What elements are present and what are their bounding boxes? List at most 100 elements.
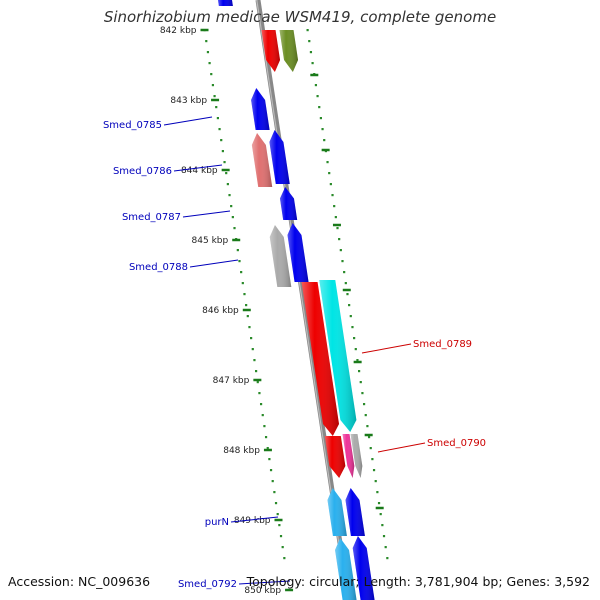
position-dot: [236, 249, 239, 252]
position-dot: [309, 51, 313, 54]
position-dot: [205, 40, 208, 43]
gene-arrow-shade: [319, 280, 357, 432]
position-dot: [306, 29, 309, 32]
gene-arrow-shade: [217, 0, 233, 6]
map-title: Sinorhizobium medicae WSM419, complete g…: [103, 8, 497, 26]
position-dot: [208, 62, 211, 65]
gene-label[interactable]: purN: [205, 517, 229, 528]
position-dot: [213, 95, 216, 98]
gene-smed-0789-cyan[interactable]: [319, 280, 357, 432]
gene-smed-0785[interactable]: [251, 88, 270, 130]
position-dot: [261, 414, 264, 417]
position-dot: [314, 84, 318, 87]
position-dot: [349, 315, 352, 318]
gene-smed-0790-magenta[interactable]: [342, 434, 355, 478]
kbp-label: 842 kbp: [160, 26, 197, 36]
gene-purn-blue[interactable]: [345, 488, 365, 536]
position-dot: [344, 282, 347, 285]
gene-label[interactable]: Smed_0787: [122, 212, 181, 223]
position-dot: [331, 194, 334, 197]
position-dot: [220, 139, 223, 142]
gene-top-cut[interactable]: [217, 0, 233, 6]
position-dot: [377, 502, 381, 505]
position-dot: [364, 414, 367, 417]
gene-label[interactable]: Smed_0785: [103, 120, 162, 131]
gene-label[interactable]: Smed_0786: [113, 166, 172, 177]
gene-gray-0788[interactable]: [269, 225, 292, 287]
position-dot: [321, 128, 324, 131]
gene-arrow-shade: [251, 88, 270, 130]
gene-label[interactable]: Smed_0792: [178, 579, 237, 590]
position-dot: [339, 249, 342, 252]
gene-smed-0790-gray[interactable]: [350, 434, 363, 478]
gene-arrow-shade: [342, 434, 355, 478]
gene-arrow-shade: [279, 30, 299, 72]
gene-label-leader: [238, 580, 291, 585]
gene-label[interactable]: Smed_0789: [413, 339, 472, 350]
position-dot: [255, 370, 258, 373]
position-dot: [328, 172, 331, 175]
kbp-label: 846 kbp: [202, 306, 239, 316]
position-dot: [231, 216, 234, 219]
gene-smed-0789-red[interactable]: [301, 282, 340, 436]
gene-features: [217, 0, 375, 600]
position-dot: [386, 557, 389, 560]
position-dot: [334, 216, 337, 219]
position-dot: [372, 469, 376, 472]
gene-smed-0790-red[interactable]: [324, 436, 346, 478]
position-dot: [278, 524, 281, 527]
gene-purn-cyan[interactable]: [327, 488, 347, 536]
gene-smed-0787[interactable]: [279, 187, 298, 220]
position-dot: [251, 348, 254, 351]
position-dot: [336, 227, 339, 230]
position-dot: [215, 106, 218, 109]
position-dot: [246, 315, 249, 318]
position-dot: [353, 337, 356, 340]
gene-olive-top[interactable]: [279, 30, 299, 72]
position-dot: [221, 150, 224, 153]
position-dot: [319, 117, 322, 120]
gene-arrow-shade: [345, 488, 365, 536]
position-dot: [384, 546, 387, 549]
gene-smed-0792-cyan[interactable]: [335, 538, 357, 600]
position-dot: [216, 117, 219, 120]
position-dot: [269, 469, 273, 472]
gene-arrow-shade: [251, 133, 273, 187]
gene-red-top[interactable]: [261, 30, 281, 72]
position-dot: [279, 535, 283, 538]
kbp-label: 849 kbp: [234, 516, 271, 526]
gene-label[interactable]: Smed_0790: [427, 438, 486, 449]
position-dot: [263, 425, 266, 428]
position-dot: [259, 403, 263, 406]
gene-smed-0788[interactable]: [287, 223, 309, 282]
position-dot: [374, 480, 377, 483]
kbp-label: 847 kbp: [213, 376, 250, 386]
position-dot: [348, 304, 351, 307]
position-dot: [351, 326, 354, 329]
position-dot: [362, 403, 366, 406]
position-dot: [366, 425, 369, 428]
gene-label[interactable]: Smed_0788: [129, 262, 188, 273]
gene-arrow-shade: [352, 536, 375, 600]
gene-smed-0792-blue[interactable]: [352, 536, 375, 600]
position-dot: [211, 84, 215, 87]
position-dot: [230, 205, 233, 208]
gene-label-leader: [182, 210, 231, 218]
kbp-label: 848 kbp: [223, 446, 260, 456]
position-dot: [326, 161, 329, 164]
position-dot: [228, 194, 231, 197]
position-dot: [316, 95, 319, 98]
position-dot: [369, 447, 372, 450]
gene-label-leader: [361, 343, 412, 354]
gene-label-leader: [230, 516, 279, 523]
position-dot: [243, 293, 246, 296]
gene-arrow-shade: [269, 130, 290, 184]
position-dot: [248, 326, 251, 329]
position-dot: [225, 172, 228, 175]
gene-pink-0786[interactable]: [251, 133, 273, 187]
kbp-label: 850 kbp: [244, 586, 281, 596]
position-dot: [381, 524, 384, 527]
gene-smed-0786[interactable]: [269, 130, 290, 184]
position-dot: [356, 359, 359, 362]
position-dot: [333, 205, 336, 208]
